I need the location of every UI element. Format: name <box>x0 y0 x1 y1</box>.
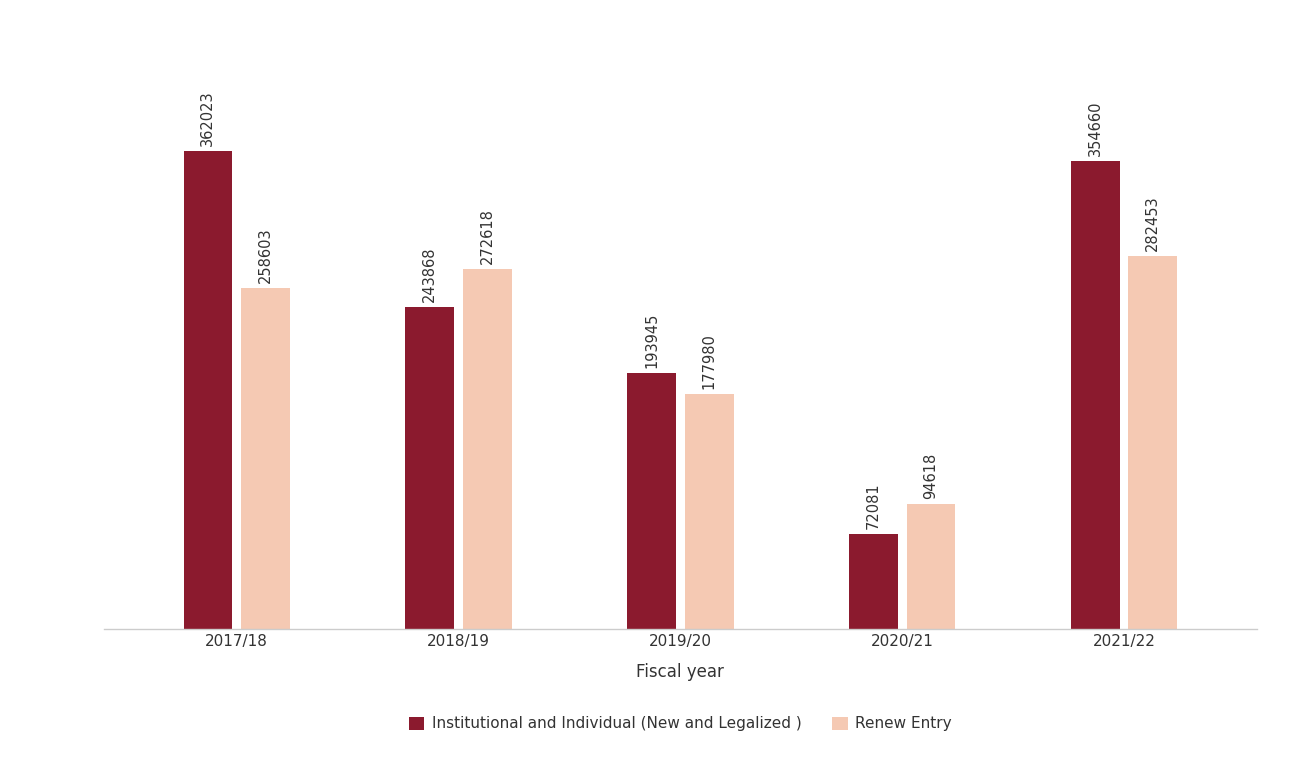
Legend: Institutional and Individual (New and Legalized ), Renew Entry: Institutional and Individual (New and Le… <box>403 710 958 738</box>
X-axis label: Fiscal year: Fiscal year <box>636 663 724 680</box>
Text: 258603: 258603 <box>258 227 273 283</box>
Text: 94618: 94618 <box>924 453 938 499</box>
Bar <box>907 504 955 629</box>
Bar <box>1070 161 1120 629</box>
Text: 272618: 272618 <box>480 209 495 265</box>
Text: 282453: 282453 <box>1146 196 1160 252</box>
Text: 243868: 243868 <box>422 247 437 302</box>
Bar <box>241 288 290 629</box>
Bar <box>684 394 734 629</box>
Text: 177980: 177980 <box>701 334 717 390</box>
Bar <box>184 151 232 629</box>
Text: 72081: 72081 <box>866 482 881 529</box>
Text: 354660: 354660 <box>1087 100 1103 156</box>
Text: 193945: 193945 <box>644 313 660 368</box>
Bar <box>406 307 454 629</box>
Text: 362023: 362023 <box>201 91 215 146</box>
Bar <box>627 373 677 629</box>
Bar <box>463 269 512 629</box>
Bar <box>1129 256 1177 629</box>
Bar <box>849 534 898 629</box>
